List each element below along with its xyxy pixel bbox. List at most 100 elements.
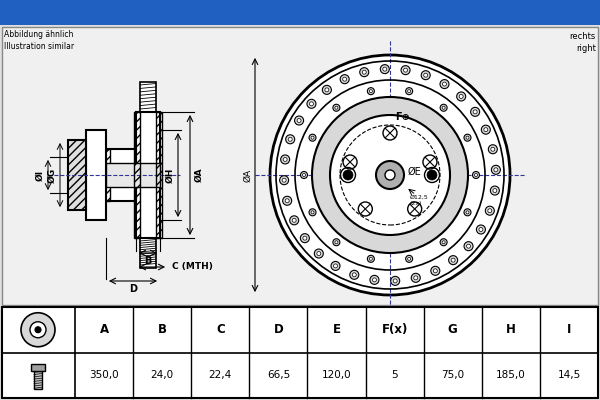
Circle shape (433, 269, 437, 273)
Text: B: B (158, 323, 167, 336)
Bar (136, 112, 160, 238)
Text: Ø12,5
(2x): Ø12,5 (2x) (410, 195, 429, 206)
Circle shape (467, 244, 470, 248)
Circle shape (352, 273, 356, 277)
Bar (134, 112, 140, 238)
Bar (106, 149, 136, 201)
Circle shape (494, 168, 498, 172)
Circle shape (283, 158, 287, 162)
Circle shape (285, 199, 289, 203)
Circle shape (475, 174, 478, 176)
Bar (0, 0, 600, 25)
Text: 350,0: 350,0 (89, 370, 119, 380)
Circle shape (442, 106, 445, 109)
Circle shape (411, 273, 420, 282)
Circle shape (479, 228, 483, 232)
Circle shape (307, 99, 316, 108)
Circle shape (376, 161, 404, 189)
Circle shape (431, 266, 440, 275)
Text: 185,0: 185,0 (496, 370, 526, 380)
Circle shape (21, 313, 55, 347)
Text: ATE: ATE (305, 150, 475, 230)
Circle shape (335, 106, 338, 109)
Circle shape (286, 135, 295, 144)
Circle shape (358, 202, 373, 216)
Circle shape (333, 104, 340, 111)
Circle shape (481, 125, 490, 134)
Circle shape (421, 71, 430, 80)
Circle shape (484, 128, 488, 132)
Bar (2, 27, 598, 305)
Text: 424232: 424232 (375, 4, 445, 22)
Circle shape (393, 279, 397, 283)
Circle shape (373, 278, 376, 282)
Circle shape (383, 126, 397, 140)
Circle shape (297, 118, 301, 122)
Circle shape (270, 55, 510, 295)
Circle shape (490, 186, 499, 195)
Circle shape (380, 65, 389, 74)
Text: E: E (332, 323, 341, 336)
Circle shape (343, 170, 353, 180)
Text: 14,5: 14,5 (557, 370, 581, 380)
Circle shape (493, 188, 497, 192)
Text: D: D (129, 284, 137, 294)
Circle shape (314, 249, 323, 258)
Circle shape (333, 239, 340, 246)
Circle shape (325, 88, 329, 92)
Circle shape (310, 102, 313, 106)
Circle shape (488, 209, 492, 213)
Circle shape (407, 257, 410, 260)
Circle shape (466, 211, 469, 214)
Text: ØG: ØG (48, 168, 57, 182)
Text: G: G (448, 323, 458, 336)
Circle shape (343, 77, 347, 81)
Circle shape (424, 73, 428, 77)
Bar (31, 364, 45, 371)
Circle shape (303, 236, 307, 240)
Circle shape (350, 270, 359, 279)
Text: 24.0124-0232.2: 24.0124-0232.2 (157, 4, 304, 22)
Bar (68, 140, 86, 210)
Circle shape (340, 75, 349, 84)
Text: ØE: ØE (408, 167, 422, 177)
Text: C (MTH): C (MTH) (172, 262, 213, 272)
Circle shape (383, 67, 387, 71)
Text: 66,5: 66,5 (267, 370, 290, 380)
Circle shape (406, 255, 413, 262)
Bar (104, 149, 110, 201)
Circle shape (464, 134, 471, 141)
Circle shape (440, 80, 449, 88)
Circle shape (470, 107, 479, 116)
Text: 22,4: 22,4 (209, 370, 232, 380)
Circle shape (464, 209, 471, 216)
Circle shape (440, 239, 447, 246)
Circle shape (283, 196, 292, 205)
Circle shape (473, 172, 479, 178)
Circle shape (423, 155, 437, 169)
Bar (106, 163, 160, 187)
Text: I: I (567, 323, 571, 336)
Circle shape (301, 172, 308, 178)
Text: ØI: ØI (36, 170, 45, 180)
Text: 24,0: 24,0 (151, 370, 174, 380)
Circle shape (311, 211, 314, 214)
Circle shape (488, 145, 497, 154)
Circle shape (370, 90, 373, 93)
Circle shape (485, 206, 494, 215)
Circle shape (459, 94, 463, 98)
Text: 75,0: 75,0 (441, 370, 464, 380)
Bar (68, 140, 86, 210)
Circle shape (476, 225, 485, 234)
Bar (86, 130, 106, 220)
Circle shape (442, 82, 446, 86)
Text: ØA: ØA (195, 168, 204, 182)
Bar (2, 307, 598, 398)
Circle shape (414, 276, 418, 280)
Circle shape (491, 147, 495, 151)
Circle shape (370, 275, 379, 284)
Text: B: B (145, 256, 152, 266)
Circle shape (282, 178, 286, 182)
Circle shape (334, 264, 338, 268)
Circle shape (401, 66, 410, 75)
